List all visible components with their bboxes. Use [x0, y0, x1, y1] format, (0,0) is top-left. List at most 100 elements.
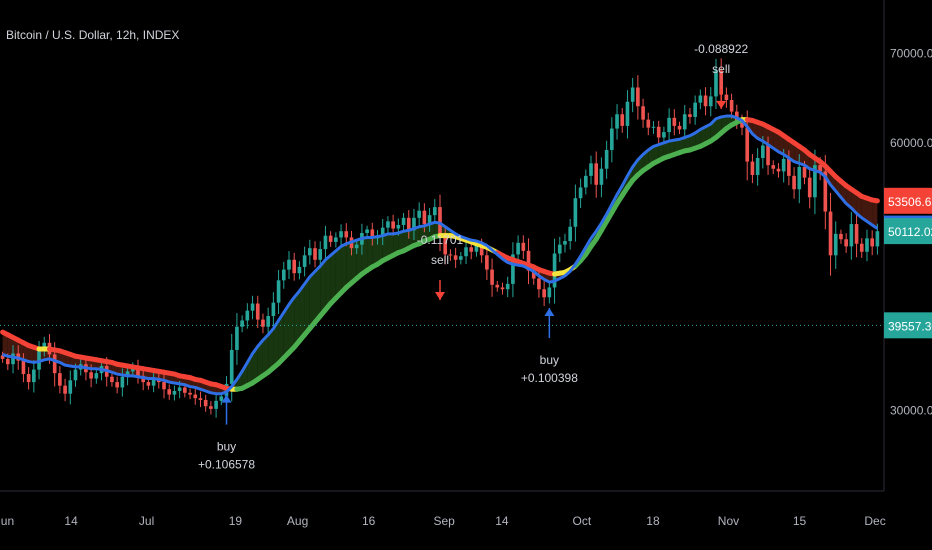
ma-fill-segment [872, 199, 878, 229]
candle-body [406, 217, 411, 231]
candle-body [198, 398, 203, 400]
candle-body [370, 229, 375, 239]
candle-body [578, 187, 583, 199]
candle-body [573, 198, 578, 227]
ma-fill-segment [257, 340, 263, 380]
candle-body [255, 303, 260, 320]
candle-body [292, 259, 297, 274]
candle-body [120, 376, 125, 388]
candle-body [115, 382, 119, 388]
ma-fill-segment [242, 362, 248, 389]
x-tick-label: 14 [495, 514, 509, 528]
candle-body [136, 366, 140, 376]
candle-body [68, 380, 73, 394]
candle-body [828, 211, 833, 256]
y-tick-label: 70000.00 [890, 47, 932, 61]
candle-body [651, 126, 656, 128]
candle-body [250, 303, 255, 311]
candle-body [412, 217, 416, 231]
ma-fill-segment [273, 320, 279, 368]
candle-body [531, 270, 536, 279]
candle-body [787, 158, 791, 176]
ma-fill-segment [262, 334, 269, 376]
candle-body [323, 235, 328, 250]
candle-body [474, 245, 479, 252]
ma-fill-segment [315, 266, 321, 323]
candle-body [261, 319, 265, 327]
candle-body [37, 349, 41, 370]
sell-label: sell [431, 253, 449, 267]
candle-body [745, 127, 750, 162]
candle-body [620, 114, 625, 126]
candle-body [833, 233, 838, 256]
candle-body [386, 221, 390, 228]
price-label-text: 50112.02 [888, 225, 932, 239]
price-label-text: 53506.65 [888, 195, 932, 209]
ma-fill-segment [330, 250, 336, 304]
candle-body [615, 114, 619, 129]
candle-body [516, 242, 520, 255]
ma-fill-segment [268, 328, 274, 373]
candle-body [432, 207, 437, 216]
buy-arrow [544, 307, 555, 316]
ma-fill-segment [325, 255, 331, 310]
candle-body [599, 168, 604, 185]
candle-body [479, 245, 484, 256]
candle-body [245, 310, 250, 321]
candle-body [547, 287, 552, 298]
candle-body [271, 302, 276, 317]
candle-body [563, 241, 567, 245]
candle-body [422, 210, 427, 225]
candle-body [448, 254, 453, 256]
candle-body [172, 391, 177, 395]
x-tick-label: 14 [64, 514, 78, 528]
candle-body [63, 385, 67, 394]
candle-body [464, 247, 468, 257]
buy-arrow [221, 394, 232, 403]
price-scale-background [884, 0, 932, 550]
candle-body [849, 224, 854, 247]
ma-fill-segment [866, 198, 873, 225]
candle-body [844, 239, 848, 247]
candle-body [229, 349, 234, 384]
candle-body [781, 158, 786, 172]
candle-body [0, 355, 5, 359]
candle-body [125, 371, 130, 377]
candle-body [636, 87, 640, 107]
candle-body [459, 256, 463, 260]
candle-body [714, 70, 718, 97]
candle-body [203, 399, 208, 407]
candle-body [823, 171, 828, 212]
candle-body [417, 210, 421, 218]
buy-label: buy [540, 353, 559, 367]
candle-body [240, 320, 244, 327]
candle-body [485, 255, 489, 270]
sell-arrow [435, 291, 445, 300]
ma-fill-segment [288, 297, 295, 353]
ma-fill-segment [695, 129, 701, 149]
ma-fill-segment [361, 237, 368, 275]
candle-body [380, 227, 385, 236]
sell-label: sell [712, 62, 730, 76]
candle-body [276, 280, 281, 303]
candle-body [58, 373, 62, 386]
candle-body [630, 87, 635, 102]
ma-fill-segment [424, 224, 430, 242]
candle-body [807, 177, 812, 198]
candle-body [396, 224, 401, 229]
candle-body [641, 106, 645, 120]
ma-fill-segment [757, 122, 763, 142]
ma-fill-segment [294, 291, 300, 348]
ma-fill-segment [856, 192, 862, 218]
ma-fill-segment [341, 243, 347, 293]
candle-body [719, 70, 724, 95]
buy-value-label: +0.106578 [198, 458, 255, 472]
candle-body [193, 394, 198, 399]
ma-fill-segment [335, 246, 342, 299]
x-tick-label: Oct [573, 514, 592, 528]
candle-body [495, 284, 500, 288]
candle-body [552, 253, 557, 288]
candle-body [542, 289, 546, 298]
ma-fill-segment [351, 240, 357, 283]
